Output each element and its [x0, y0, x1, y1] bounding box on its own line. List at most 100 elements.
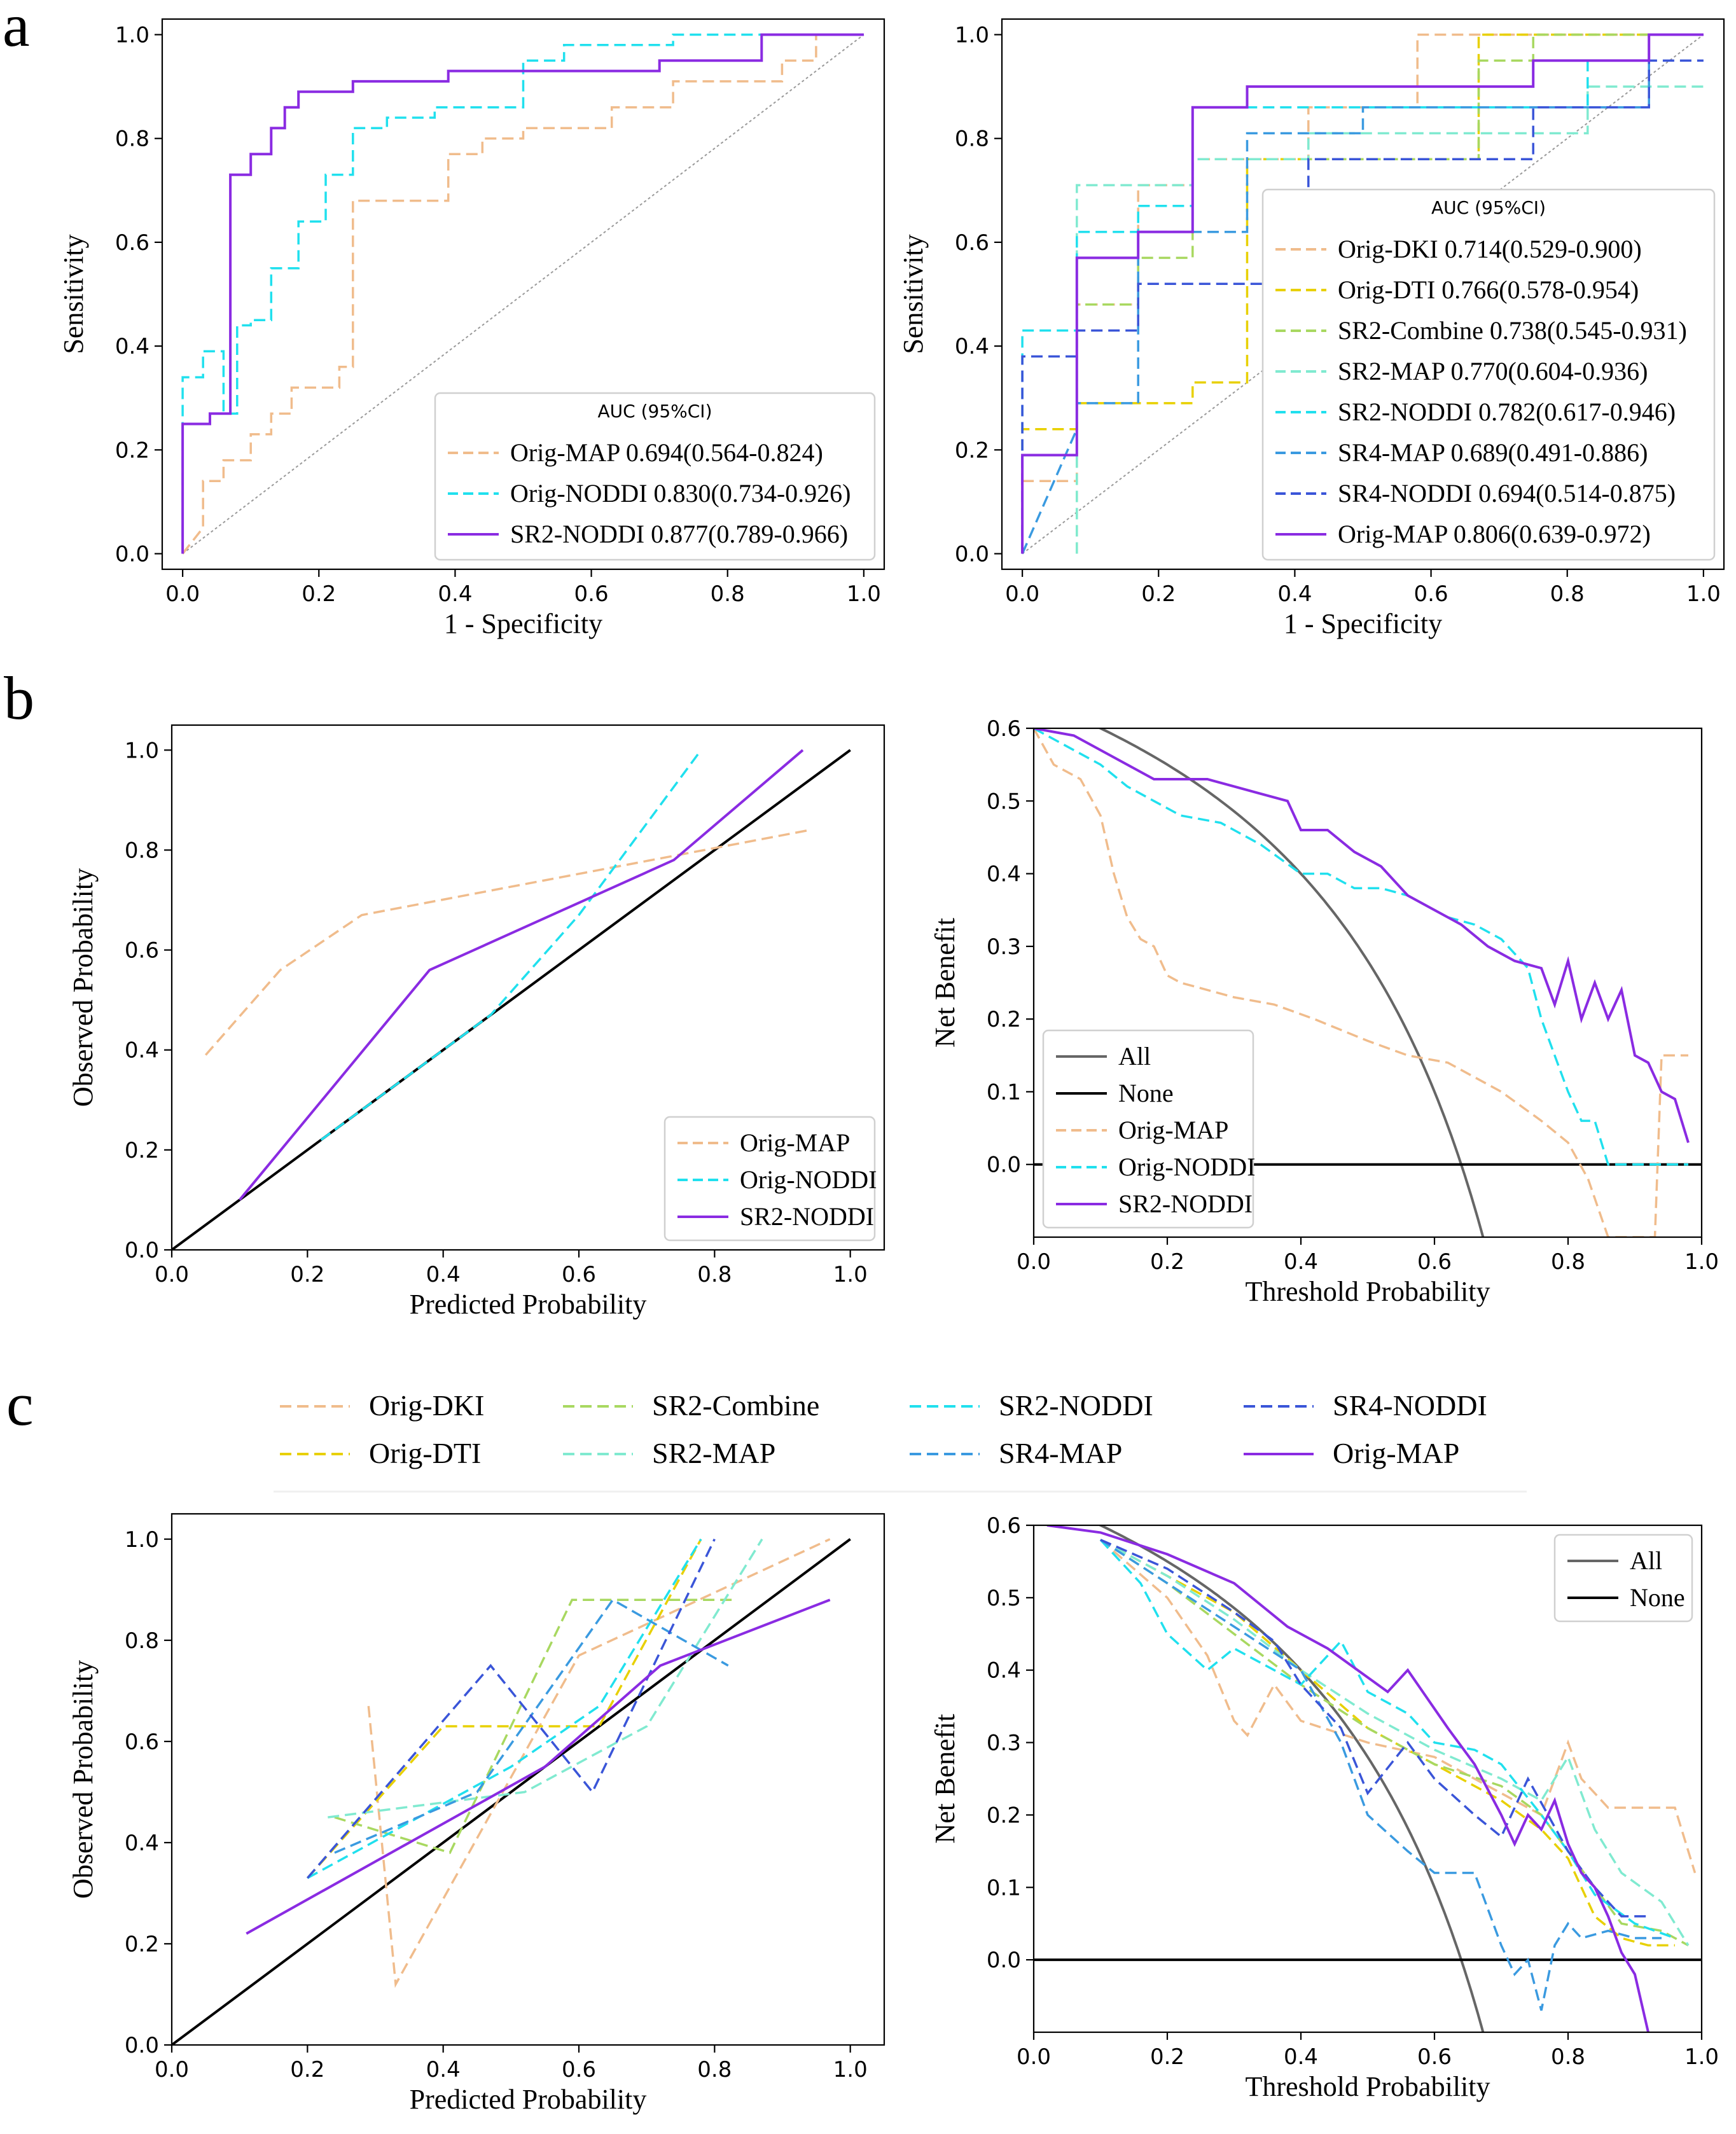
y-tick-label: 0.5 [987, 1586, 1021, 1611]
y-tick-label: 0.1 [987, 1875, 1021, 1901]
legend-label-orig-noddi: Orig-NODDI 0.830(0.734-0.926) [510, 479, 851, 508]
y-tick-label: 0.2 [125, 1932, 159, 1957]
y-tick-label: 0.0 [987, 1948, 1021, 1973]
series-line-orig-noddi [181, 33, 864, 554]
series-line-orig-dki [1099, 1539, 1697, 1874]
x-tick-label: 0.6 [1417, 1249, 1452, 1275]
series-line-sr4-noddi [306, 1539, 716, 1879]
x-tick-label: 1.0 [833, 1262, 868, 1287]
series-line-sr2-noddi [1099, 1539, 1676, 1939]
dca-chart-c-right: 0.0 0.2 0.4 0.6 0.8 1.00.00.10.20.30.40.50.6T… [929, 1513, 1719, 2102]
series-line-orig-map [204, 829, 810, 1056]
plot-area [1034, 1525, 1702, 2032]
series-line-orig-noddi [1034, 728, 1688, 1166]
x-tick-label: 0.0 [155, 1262, 189, 1287]
x-axis-title: Threshold Probability [1246, 1276, 1490, 1307]
x-tick-label: 0.2 [290, 2057, 324, 2082]
y-tick-label: 0.6 [987, 716, 1021, 742]
x-tick-label: 0.4 [426, 1262, 461, 1287]
shared-legend-label-sr4-map: SR4-MAP [999, 1437, 1122, 1469]
y-tick-label: 0.2 [955, 438, 989, 463]
series-line-sr2-map [328, 1538, 763, 1819]
axes-frame [1032, 727, 1703, 1238]
shared-legend-label-sr2-map: SR2-MAP [652, 1437, 775, 1469]
x-axis-title: 1 - Specificity [1284, 608, 1442, 639]
y-axis-title: Net Benefit [929, 1714, 961, 1843]
shared-legend-label-orig-dti: Orig-DTI [369, 1437, 481, 1469]
legend-label-orig-noddi: Orig-NODDI [740, 1165, 877, 1194]
legend: AUC (95%CI) Orig-MAP 0.694(0.564-0.824) Or… [434, 392, 876, 561]
legend-box [663, 1116, 876, 1242]
y-tick-label: 0.8 [125, 1628, 159, 1654]
x-tick-label: 0.8 [711, 581, 745, 607]
y-tick-label: 0.6 [125, 938, 159, 964]
series-line-all [1097, 1525, 1485, 2032]
legend-label-sr2-map: SR2-MAP 0.770(0.604-0.936) [1338, 357, 1648, 385]
y-axis-title: Net Benefit [929, 918, 961, 1048]
roc-chart-a-left: 0.0 0.2 0.4 0.6 0.8 1.0 0.0 0.2 0.4 0.6 0.8 1.0 1 - … [58, 18, 885, 639]
y-tick-label: 0.2 [987, 1007, 1021, 1032]
series-line-sr4-map [1100, 1539, 1662, 2011]
y-tick-label: 0.6 [987, 1513, 1021, 1539]
x-tick-label: 0.0 [1005, 581, 1039, 607]
series-line-orig-dki [1022, 33, 1704, 483]
legend-title: AUC (95%CI) [1431, 197, 1546, 218]
x-tick-label: 0.2 [1150, 2044, 1184, 2070]
y-axis-title: Observed Probability [67, 868, 99, 1107]
y-tick-label: 0.8 [115, 127, 149, 152]
x-axis-title: 1 - Specificity [444, 608, 602, 639]
plot-area [172, 749, 851, 1250]
plot-area [1034, 728, 1702, 1237]
series-line-sr2-noddi [1034, 728, 1690, 1143]
series-line-orig-dti [306, 1538, 702, 1879]
x-tick-label: 0.8 [697, 1262, 732, 1287]
y-tick-label: 1.0 [125, 738, 159, 763]
y-tick-label: 0.4 [115, 334, 149, 359]
x-tick-label: 1.0 [1686, 581, 1721, 607]
chance-diagonal [182, 34, 865, 555]
legend-title: AUC (95%CI) [598, 401, 712, 422]
x-tick-label: 0.2 [1141, 581, 1176, 607]
y-tick-label: 0.6 [125, 1729, 159, 1755]
legend: AUC (95%CI) Orig-DKI 0.714(0.529-0.900) Or… [1261, 188, 1716, 561]
x-tick-label: 0.0 [1017, 1249, 1051, 1275]
axes-frame [1032, 1524, 1703, 2034]
legend-label-none: None [1630, 1583, 1685, 1612]
y-axis-title: Sensitivity [58, 234, 89, 354]
y-tick-label: 0.0 [115, 542, 149, 567]
series-line-all [1097, 728, 1485, 1237]
legend-label-sr2-noddi: SR2-NODDI 0.782(0.617-0.946) [1338, 398, 1676, 426]
x-tick-label: 0.2 [1150, 1249, 1184, 1275]
axes-frame [161, 18, 885, 571]
legend-label-orig-map: Orig-MAP [740, 1128, 850, 1157]
y-tick-label: 1.0 [115, 22, 149, 48]
y-tick-label: 0.0 [987, 1153, 1021, 1178]
axes-frame [170, 724, 885, 1251]
legend: All None Orig-MAP Orig-NODDI SR2-NODDI [1042, 1029, 1256, 1229]
x-tick-label: 0.4 [1284, 1249, 1318, 1275]
axes-frame [170, 1513, 885, 2046]
panel-letter-c: c [6, 1370, 34, 1438]
shared-legend-c: Orig-DKI Orig-DTI SR2-Combine SR2-MAP SR2-NO… [274, 1389, 1527, 1493]
y-tick-label: 0.0 [955, 542, 989, 567]
legend-label-orig-dti: Orig-DTI 0.766(0.578-0.954) [1338, 275, 1639, 304]
legend-label-orig-map: Orig-MAP [1118, 1116, 1228, 1144]
y-tick-label: 0.8 [955, 127, 989, 152]
y-tick-label: 0.4 [125, 1831, 159, 1856]
series-line-sr2-noddi [307, 1538, 702, 1880]
x-tick-label: 0.0 [165, 581, 200, 607]
panel-letter-b: b [4, 664, 34, 732]
x-tick-label: 1.0 [1684, 1249, 1719, 1275]
shared-legend-label-orig-dki: Orig-DKI [369, 1389, 484, 1422]
series-line-orig-dti [1021, 33, 1704, 554]
legend-label-sr2-noddi: SR2-NODDI 0.877(0.789-0.966) [510, 520, 848, 548]
legend-label-orig-noddi: Orig-NODDI [1118, 1153, 1256, 1181]
series-line-sr2-combine [334, 1598, 735, 1854]
x-tick-label: 0.8 [1551, 2044, 1585, 2070]
legend: All None [1553, 1534, 1693, 1623]
legend-label-sr2-combine: SR2-Combine 0.738(0.545-0.931) [1338, 316, 1687, 345]
legend-box [1261, 188, 1716, 561]
x-tick-label: 0.4 [1277, 581, 1312, 607]
roc-chart-a-right: 0.0 0.2 0.4 0.6 0.8 1.0 0.0 0.2 0.4 0.6 0.8 1.0 1 - … [898, 18, 1725, 639]
legend-box [1042, 1029, 1254, 1229]
